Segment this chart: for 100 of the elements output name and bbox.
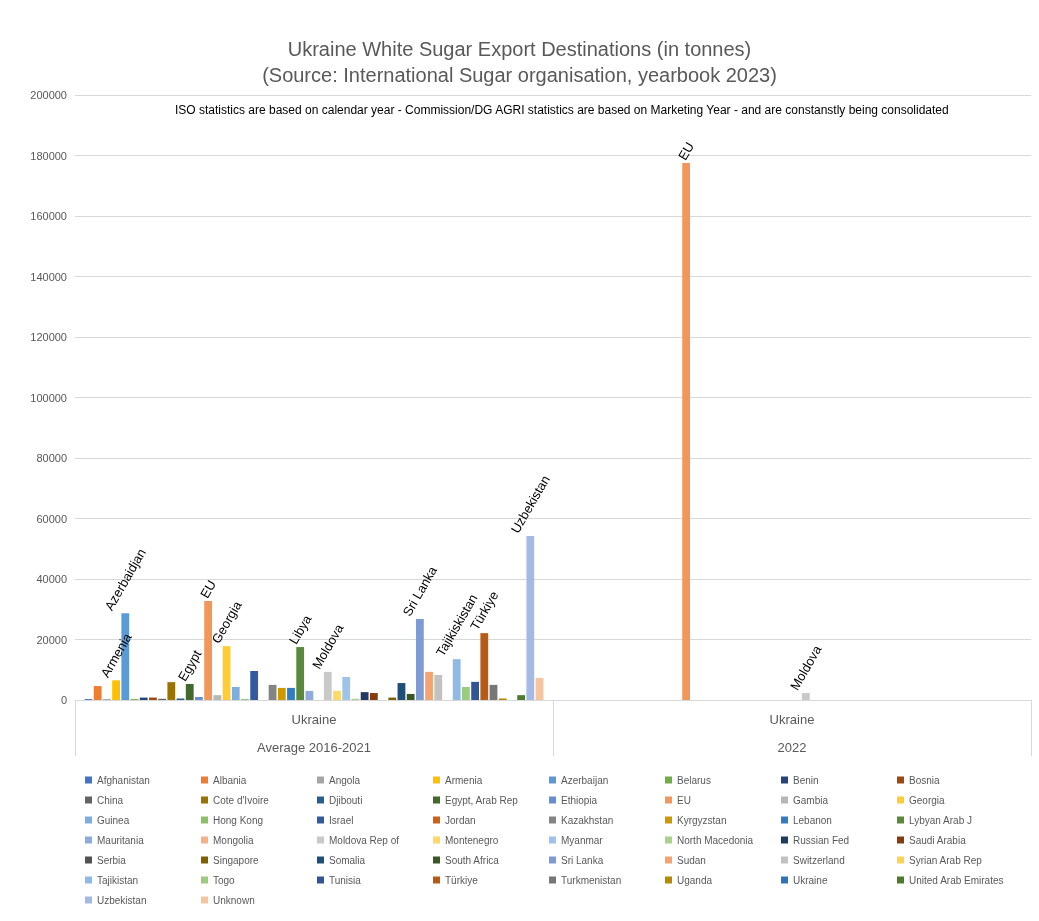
legend-label: Türkiye: [445, 874, 479, 886]
bar: [333, 690, 341, 700]
legend-label: Angola: [329, 774, 361, 786]
y-tick-label: 0: [60, 694, 67, 706]
bar: [535, 677, 544, 700]
bar: [167, 682, 176, 700]
legend-label: Gambia: [793, 794, 829, 806]
x-tick-label: Ukraine 2022: [769, 711, 815, 755]
bar: [93, 686, 102, 700]
y-tick-label: 80000: [36, 452, 67, 464]
legend-label: EU: [677, 794, 691, 806]
legend-label: Uganda: [677, 874, 713, 886]
legend-label: Israel: [329, 814, 354, 826]
legend-label: Saudi Arabia: [909, 834, 967, 846]
legend-label: Guinea: [97, 814, 130, 826]
bar: [682, 163, 691, 700]
y-tick-label: 180000: [30, 149, 67, 162]
legend-label: Kyrgyzstan: [677, 814, 727, 826]
chart-subtitle: (Source: International Sugar organisation, yearbook 2023): [262, 64, 777, 86]
legend-label: Belarus: [677, 774, 711, 786]
legend-label: Tunisia: [329, 874, 362, 886]
data-label: EU: [197, 577, 220, 601]
legend-label: Jordan: [445, 814, 476, 826]
bar: [480, 633, 489, 700]
bar: [360, 692, 369, 700]
legend-label: Sri Lanka: [561, 854, 604, 866]
legend-label: Mauritania: [97, 834, 145, 846]
legend-label: Switzerland: [793, 854, 845, 866]
y-tick-label: 20000: [36, 633, 67, 646]
legend-label: Turkmenistan: [561, 874, 622, 886]
legend-label: Egypt, Arab Rep: [445, 794, 519, 806]
legend-label: Benin: [793, 774, 819, 786]
legend-label: Ukraine: [793, 874, 828, 886]
bar: [222, 646, 231, 700]
bar: [342, 677, 351, 700]
y-tick-label: 100000: [30, 391, 67, 404]
bar: [287, 687, 295, 700]
bar: [434, 674, 443, 700]
bar: [195, 696, 203, 700]
bar: [296, 647, 305, 700]
legend-label: Ethiopia: [561, 794, 598, 806]
bar: [277, 687, 286, 700]
bar: [517, 695, 526, 700]
y-tick-label: 160000: [30, 210, 67, 222]
chart-title: Ukraine White Sugar Export Destinations (in tonnes): [287, 38, 752, 60]
bar: [369, 693, 378, 700]
legend-label: Afghanistan: [97, 774, 150, 786]
legend-label: Syrian Arab Rep: [909, 854, 983, 866]
legend-label: Singapore: [213, 854, 260, 866]
legend-label: Russian Fed: [793, 834, 850, 846]
legend-label: Togo: [213, 874, 236, 886]
legend-label: Mongolia: [213, 834, 255, 846]
legend-label: Albania: [213, 774, 247, 786]
legend-label: North Macedonia: [677, 834, 754, 846]
legend-label: Kazakhstan: [561, 814, 614, 826]
legend-label: Uzbekistan: [97, 894, 147, 906]
legend-label: Djibouti: [329, 794, 363, 806]
legend-label: South Africa: [445, 854, 500, 866]
legend-label: Serbia: [97, 854, 127, 866]
y-tick-label: 120000: [30, 331, 67, 343]
legend-label: Moldova Rep of: [329, 834, 400, 846]
bar: [425, 671, 433, 700]
legend-label: Somalia: [329, 854, 366, 866]
legend-label: Lebanon: [793, 814, 832, 826]
bar: [406, 693, 415, 700]
legend-label: Myanmar: [561, 834, 604, 846]
legend-label: Azerbaijan: [561, 774, 609, 786]
legend-label: Tajikistan: [97, 874, 139, 886]
bar: [452, 659, 461, 700]
bar: [471, 681, 479, 700]
bar: [204, 601, 213, 700]
bar: [112, 680, 120, 700]
legend-label: Unknown: [213, 894, 255, 906]
bar: [305, 690, 314, 700]
data-label: EU: [675, 139, 698, 163]
bar: [397, 683, 406, 700]
legend-label: United Arab Emirates: [909, 874, 1004, 886]
legend-label: Cote d'Ivoire: [213, 794, 270, 806]
legend-label: Sudan: [677, 854, 706, 866]
legend-label: China: [97, 794, 124, 806]
legend-label: Bosnia: [909, 774, 941, 786]
legend-label: Montenegro: [445, 834, 499, 846]
legend-label: Hong Kong: [213, 814, 264, 826]
bar: [231, 686, 240, 700]
y-tick-label: 40000: [36, 573, 67, 585]
legend-label: Armenia: [445, 774, 483, 786]
x-tick-label: Ukraine Average 2016-2021: [257, 711, 371, 755]
bar: [185, 683, 194, 700]
bar: [250, 670, 259, 700]
y-tick-label: 60000: [36, 512, 67, 525]
bar: [461, 686, 470, 700]
y-tick-label: 200000: [30, 89, 67, 101]
bar: [323, 671, 332, 700]
bar: [526, 536, 535, 700]
annotation: ISO statistics are based on calendar year - Commission/DG AGRI statistics are based on Marketing Year - and are constanstly being consolidated: [175, 103, 949, 117]
bar: [801, 693, 810, 700]
bar: [213, 695, 222, 700]
bar: [415, 618, 424, 700]
legend-label: Georgia: [909, 794, 946, 806]
y-tick-label: 140000: [30, 270, 67, 283]
